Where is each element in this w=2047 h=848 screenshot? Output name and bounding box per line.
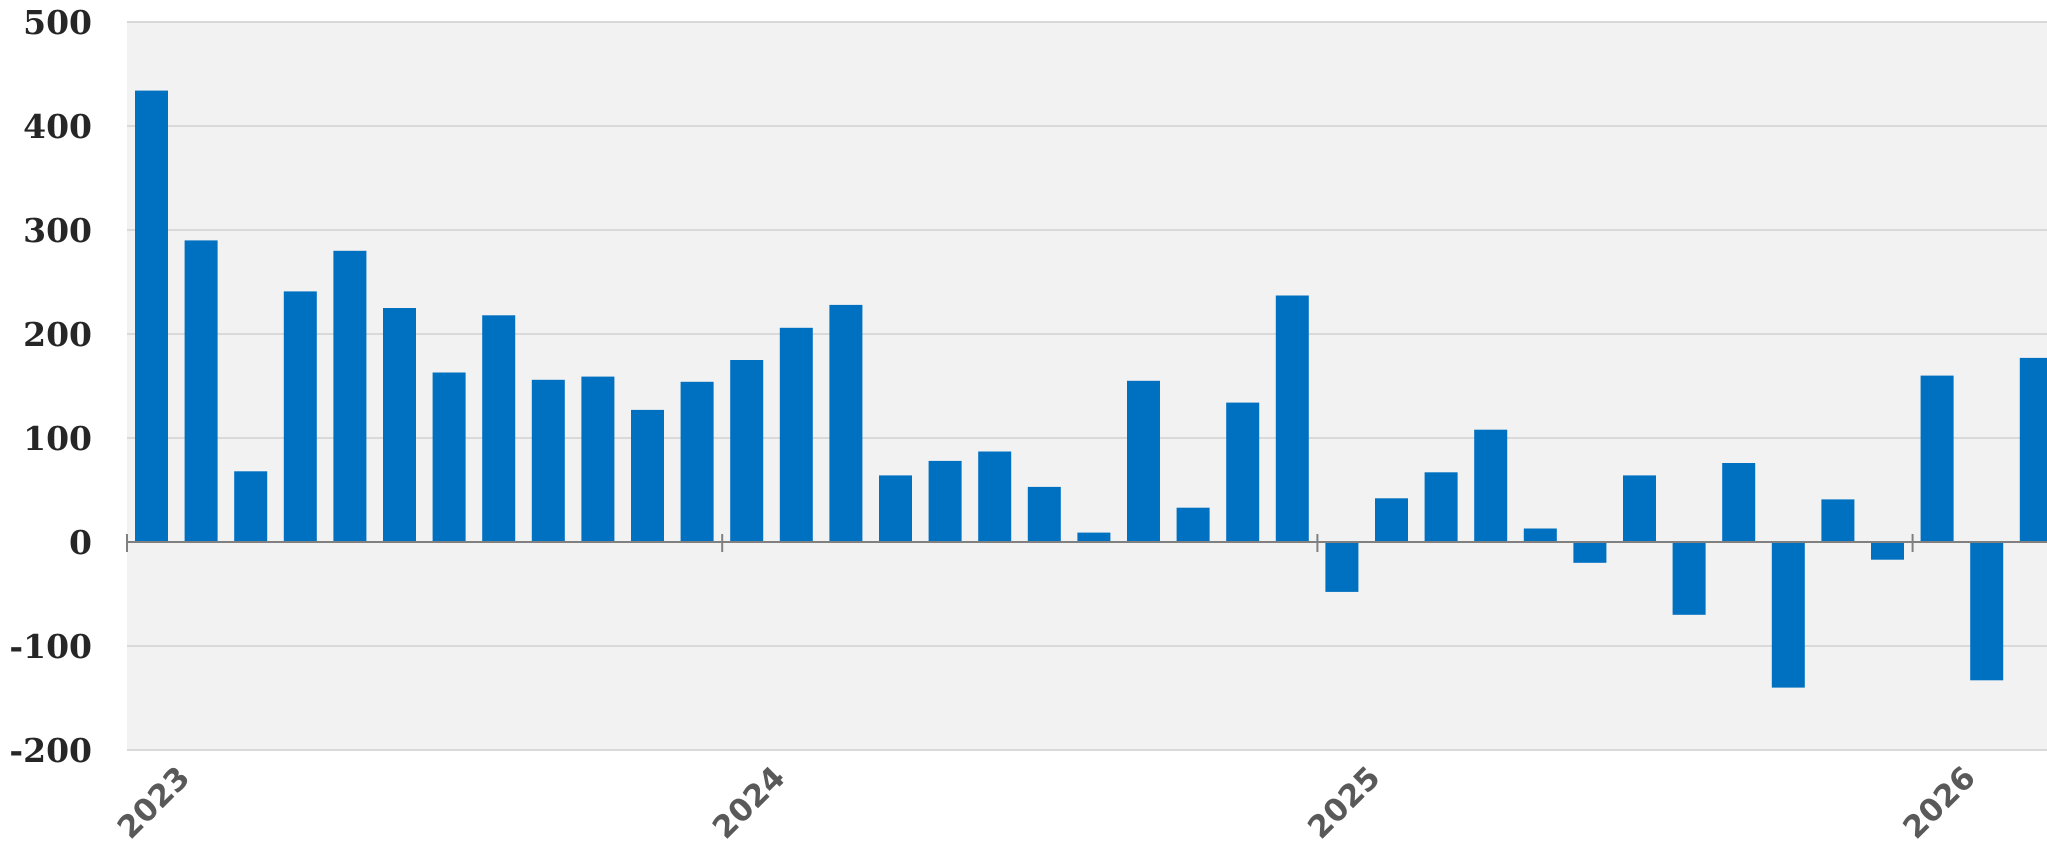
bar [482, 315, 516, 542]
y-tick-label: 400 [23, 107, 92, 146]
x-axis-ticks [126, 534, 1914, 552]
bar [978, 451, 1012, 542]
y-axis-labels: 500 400 300 200 100 0 -100 -200 [9, 3, 92, 770]
bar [333, 250, 367, 543]
bar [1077, 532, 1111, 542]
bar [1275, 295, 1309, 542]
bar [383, 308, 416, 542]
bar [730, 360, 764, 542]
bar [928, 460, 962, 542]
bar [1325, 542, 1359, 592]
gridlines [127, 21, 2047, 751]
bar [1127, 380, 1160, 542]
bar [283, 291, 317, 542]
bar [2019, 357, 2047, 542]
bar [1871, 542, 1904, 560]
x-tick-label: 2024 [706, 760, 792, 846]
bar-series [135, 90, 2047, 688]
y-tick-label: 300 [23, 211, 92, 250]
bar [1771, 542, 1805, 688]
x-tick-label: 2025 [1301, 760, 1387, 846]
bar [1920, 375, 1954, 542]
bar [1226, 402, 1260, 542]
bar [1027, 486, 1061, 542]
bar [1523, 528, 1557, 542]
bar [1474, 429, 1508, 542]
x-axis-labels: 2023 2024 2025 2026 [111, 760, 1983, 846]
y-tick-label: 100 [23, 419, 92, 458]
y-tick-label: 200 [23, 315, 92, 354]
bar [234, 471, 268, 542]
bar [1623, 475, 1656, 542]
bar [432, 372, 466, 542]
bar [581, 376, 615, 542]
bar [1970, 542, 2004, 681]
bar [1176, 507, 1210, 542]
bar [680, 381, 714, 542]
bar [531, 379, 565, 542]
y-tick-label: 500 [23, 3, 92, 42]
y-tick-label: -100 [9, 627, 92, 666]
bar [184, 240, 218, 542]
bar [1821, 499, 1855, 542]
bar [1722, 463, 1756, 542]
bar [1573, 542, 1607, 563]
bar [135, 90, 168, 542]
bar [631, 409, 664, 542]
y-tick-label: 0 [69, 523, 92, 562]
bar [1375, 498, 1408, 542]
y-tick-label: -200 [9, 731, 92, 770]
bar [1424, 472, 1458, 542]
bar [829, 304, 863, 542]
x-tick-label: 2023 [111, 760, 197, 846]
x-tick-label: 2026 [1896, 760, 1982, 846]
bar [879, 475, 912, 542]
bar [1672, 542, 1706, 615]
bar [779, 327, 813, 542]
